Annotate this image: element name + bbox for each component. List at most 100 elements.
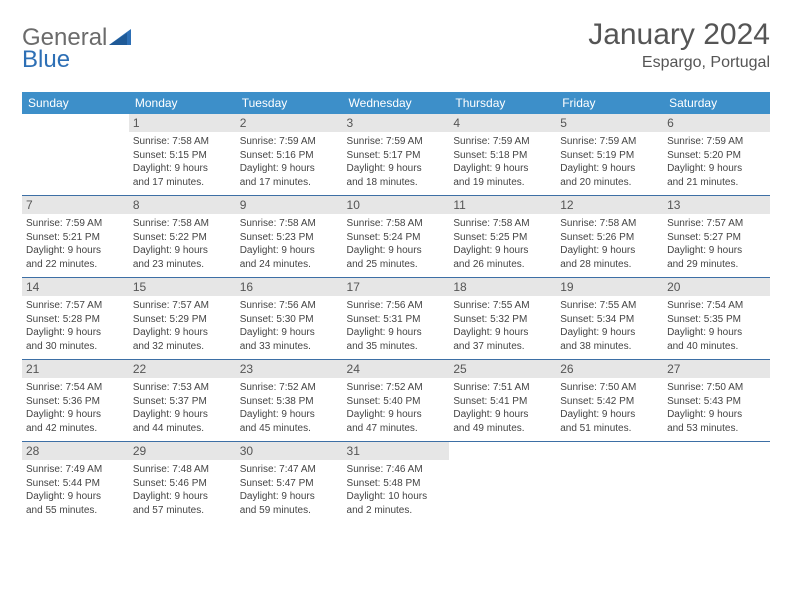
daylight2-text: and 49 minutes. — [453, 422, 552, 436]
sunset-text: Sunset: 5:23 PM — [240, 231, 339, 245]
daylight1-text: Daylight: 9 hours — [453, 244, 552, 258]
sunrise-text: Sunrise: 7:53 AM — [133, 381, 232, 395]
daylight2-text: and 40 minutes. — [667, 340, 766, 354]
daylight2-text: and 20 minutes. — [560, 176, 659, 190]
sunrise-text: Sunrise: 7:59 AM — [453, 135, 552, 149]
calendar-day-cell: 19 Sunrise: 7:55 AMSunset: 5:34 PMDayligh… — [556, 278, 663, 360]
weekday-header: Thursday — [449, 92, 556, 114]
day-number: 2 — [236, 114, 343, 132]
sunset-text: Sunset: 5:30 PM — [240, 313, 339, 327]
calendar-day-cell: 7Sunrise: 7:59 AMSunset: 5:21 PMDaylight… — [22, 196, 129, 278]
daylight1-text: Daylight: 9 hours — [667, 408, 766, 422]
calendar-day-cell: 12Sunrise: 7:58 AMSunset: 5:26 PMDayligh… — [556, 196, 663, 278]
sunrise-text: Sunrise: 7:59 AM — [667, 135, 766, 149]
calendar-day-cell: 3Sunrise: 7:59 AMSunset: 5:17 PMDaylight… — [343, 114, 450, 196]
sunset-text: Sunset: 5:31 PM — [347, 313, 446, 327]
sunrise-text: Sunrise: 7:57 AM — [26, 299, 125, 313]
daylight2-text: and 53 minutes. — [667, 422, 766, 436]
sunset-text: Sunset: 5:41 PM — [453, 395, 552, 409]
daylight1-text: Daylight: 9 hours — [133, 408, 232, 422]
daylight1-text: Daylight: 9 hours — [347, 326, 446, 340]
calendar-day-cell: 13Sunrise: 7:57 AMSunset: 5:27 PMDayligh… — [663, 196, 770, 278]
calendar-day-cell — [449, 442, 556, 524]
daylight1-text: Daylight: 9 hours — [560, 244, 659, 258]
sunset-text: Sunset: 5:43 PM — [667, 395, 766, 409]
sunrise-text: Sunrise: 7:51 AM — [453, 381, 552, 395]
daylight2-text: and 45 minutes. — [240, 422, 339, 436]
weekday-header-row: Sunday Monday Tuesday Wednesday Thursday… — [22, 92, 770, 114]
daylight2-text: and 24 minutes. — [240, 258, 339, 272]
calendar-day-cell: 16Sunrise: 7:56 AMSunset: 5:30 PMDayligh… — [236, 278, 343, 360]
calendar-day-cell: 28Sunrise: 7:49 AMSunset: 5:44 PMDayligh… — [22, 442, 129, 524]
sunrise-text: Sunrise: 7:59 AM — [26, 217, 125, 231]
daylight2-text: and 30 minutes. — [26, 340, 125, 354]
sunset-text: Sunset: 5:17 PM — [347, 149, 446, 163]
calendar-day-cell: 30Sunrise: 7:47 AMSunset: 5:47 PMDayligh… — [236, 442, 343, 524]
sunset-text: Sunset: 5:37 PM — [133, 395, 232, 409]
day-number: 19 — [556, 278, 663, 296]
daylight1-text: Daylight: 9 hours — [560, 408, 659, 422]
calendar-week-row: 28Sunrise: 7:49 AMSunset: 5:44 PMDayligh… — [22, 442, 770, 524]
daylight1-text: Daylight: 9 hours — [560, 326, 659, 340]
daylight2-text: and 17 minutes. — [133, 176, 232, 190]
daylight2-text: and 44 minutes. — [133, 422, 232, 436]
daylight2-text: and 19 minutes. — [453, 176, 552, 190]
sunrise-text: Sunrise: 7:55 AM — [560, 299, 659, 313]
sunset-text: Sunset: 5:26 PM — [560, 231, 659, 245]
calendar-page: General January 2024 Espargo, Portugal B… — [0, 0, 792, 541]
sunset-text: Sunset: 5:34 PM — [560, 313, 659, 327]
sunrise-text: Sunrise: 7:48 AM — [133, 463, 232, 477]
brand-line2: Blue — [22, 46, 70, 74]
day-number: 1 — [129, 114, 236, 132]
daylight2-text: and 37 minutes. — [453, 340, 552, 354]
calendar-day-cell: 8Sunrise: 7:58 AMSunset: 5:22 PMDaylight… — [129, 196, 236, 278]
daylight2-text: and 51 minutes. — [560, 422, 659, 436]
daylight1-text: Daylight: 9 hours — [26, 490, 125, 504]
day-number: 15 — [129, 278, 236, 296]
sunrise-text: Sunrise: 7:59 AM — [240, 135, 339, 149]
day-number: 3 — [343, 114, 450, 132]
daylight2-text: and 33 minutes. — [240, 340, 339, 354]
sunset-text: Sunset: 5:21 PM — [26, 231, 125, 245]
day-number: 23 — [236, 360, 343, 378]
calendar-day-cell: 5Sunrise: 7:59 AMSunset: 5:19 PMDaylight… — [556, 114, 663, 196]
daylight2-text: and 21 minutes. — [667, 176, 766, 190]
calendar-day-cell — [556, 442, 663, 524]
daylight1-text: Daylight: 9 hours — [453, 326, 552, 340]
sunrise-text: Sunrise: 7:58 AM — [133, 135, 232, 149]
sunrise-text: Sunrise: 7:58 AM — [453, 217, 552, 231]
sunset-text: Sunset: 5:47 PM — [240, 477, 339, 491]
daylight2-text: and 42 minutes. — [26, 422, 125, 436]
daylight1-text: Daylight: 9 hours — [453, 162, 552, 176]
daylight1-text: Daylight: 9 hours — [26, 244, 125, 258]
sunset-text: Sunset: 5:28 PM — [26, 313, 125, 327]
calendar-day-cell: 31Sunrise: 7:46 AMSunset: 5:48 PMDayligh… — [343, 442, 450, 524]
sunrise-text: Sunrise: 7:46 AM — [347, 463, 446, 477]
calendar-day-cell: 23Sunrise: 7:52 AMSunset: 5:38 PMDayligh… — [236, 360, 343, 442]
daylight2-text: and 22 minutes. — [26, 258, 125, 272]
daylight1-text: Daylight: 9 hours — [347, 162, 446, 176]
sunrise-text: Sunrise: 7:50 AM — [560, 381, 659, 395]
weekday-header: Monday — [129, 92, 236, 114]
calendar-day-cell: 27Sunrise: 7:50 AMSunset: 5:43 PMDayligh… — [663, 360, 770, 442]
sunrise-text: Sunrise: 7:47 AM — [240, 463, 339, 477]
daylight2-text: and 57 minutes. — [133, 504, 232, 518]
daylight1-text: Daylight: 9 hours — [240, 244, 339, 258]
calendar-day-cell — [22, 114, 129, 196]
daylight1-text: Daylight: 9 hours — [667, 244, 766, 258]
sunset-text: Sunset: 5:36 PM — [26, 395, 125, 409]
month-title: January 2024 — [588, 18, 770, 52]
daylight1-text: Daylight: 10 hours — [347, 490, 446, 504]
sunrise-text: Sunrise: 7:50 AM — [667, 381, 766, 395]
daylight1-text: Daylight: 9 hours — [453, 408, 552, 422]
day-number: 10 — [343, 196, 450, 214]
daylight2-text: and 26 minutes. — [453, 258, 552, 272]
calendar-day-cell: 2Sunrise: 7:59 AMSunset: 5:16 PMDaylight… — [236, 114, 343, 196]
daylight1-text: Daylight: 9 hours — [133, 326, 232, 340]
title-block: January 2024 Espargo, Portugal — [588, 18, 770, 72]
day-number: 31 — [343, 442, 450, 460]
calendar-day-cell: 29Sunrise: 7:48 AMSunset: 5:46 PMDayligh… — [129, 442, 236, 524]
weekday-header: Tuesday — [236, 92, 343, 114]
sunset-text: Sunset: 5:25 PM — [453, 231, 552, 245]
sunrise-text: Sunrise: 7:59 AM — [560, 135, 659, 149]
